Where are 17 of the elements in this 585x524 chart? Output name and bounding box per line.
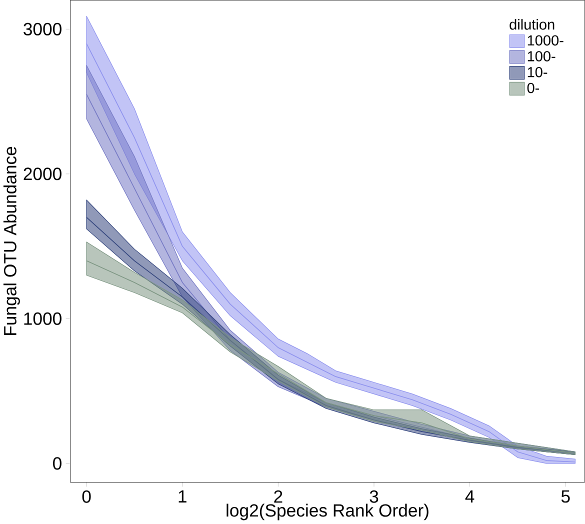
x-tick-label: 4 bbox=[465, 490, 474, 503]
x-tick-label: 2 bbox=[274, 490, 282, 503]
x-tick-label: 0 bbox=[82, 490, 91, 504]
y-tick-label: 3000 bbox=[24, 23, 62, 36]
legend-label: 0- bbox=[527, 83, 540, 94]
legend-title: dilution bbox=[510, 19, 554, 30]
x-tick-label: 1 bbox=[178, 490, 186, 503]
x-tick-label: 5 bbox=[561, 490, 570, 503]
x-axis-title: log2(Species Rank Order) bbox=[226, 504, 428, 520]
y-axis-title: Fungal OTU Abundance bbox=[3, 147, 20, 336]
legend-label: 1000- bbox=[528, 35, 564, 46]
y-tick-label: 0 bbox=[53, 457, 62, 470]
y-tick-label: 2000 bbox=[24, 168, 62, 180]
legend-label: 10- bbox=[528, 67, 548, 78]
y-tick-label: 1000 bbox=[24, 312, 62, 326]
x-tick-label: 3 bbox=[370, 490, 378, 504]
legend-label: 100- bbox=[528, 51, 556, 62]
